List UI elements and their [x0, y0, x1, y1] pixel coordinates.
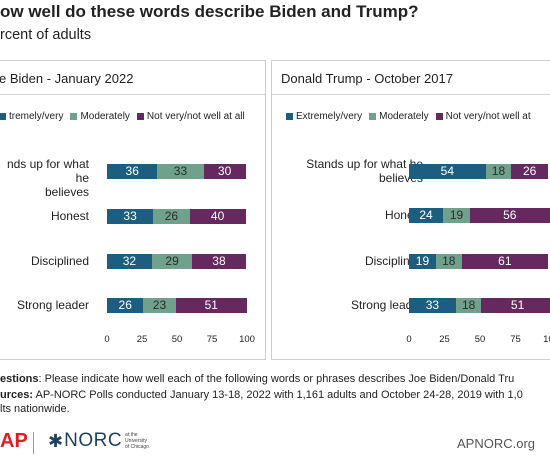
bar-segment-moderately: 18 [455, 298, 482, 313]
legend-item-not-well: Not very/not well at all [136, 111, 245, 122]
category-label-line: believes [44, 185, 89, 199]
category-label: Strong leader [351, 298, 423, 312]
bar-segment-moderately: 29 [151, 254, 193, 269]
x-tick-label: 0 [406, 334, 412, 345]
category-label: Stands up for what he believes [306, 157, 423, 185]
website-link[interactable]: APNORC.org [457, 436, 536, 451]
legend-item-not-well: Not very/not well at [435, 111, 531, 122]
questions-text: : Please indicate how well each of the f… [38, 373, 515, 385]
legend-item-moderately: Moderately [369, 111, 429, 122]
trump-panel: Donald Trump - October 2017 Extremely/ve… [271, 60, 550, 360]
legend-label: Not very/not well at [445, 111, 531, 122]
category-label-line: nds up for what he [6, 157, 89, 185]
legend-label: Extremely/very [296, 111, 363, 122]
x-tick-label: 50 [474, 334, 486, 345]
x-tick-label: 25 [439, 334, 450, 345]
category-label: nds up for what he believes [0, 157, 89, 199]
x-tick-label: 25 [136, 334, 148, 345]
bar-segment-extremely: 33 [107, 209, 154, 224]
norc-star-icon: ✱ [48, 430, 64, 451]
bar-segment-extremely: 33 [409, 298, 456, 313]
chart-subtitle: rcent of adults [0, 27, 92, 43]
biden-panel: e Biden - January 2022 tremely/very Mode… [0, 60, 266, 360]
legend-swatch [70, 113, 78, 120]
ap-logo: AP [0, 430, 28, 452]
category-label-line: Disciplined [364, 254, 423, 268]
bar-segment-not-well: 61 [461, 254, 549, 269]
category-label-line: Honest [50, 209, 89, 223]
category-label: Disciplined [31, 254, 89, 268]
category-label-line: Stands up for what he [306, 157, 423, 171]
category-label: Disciplined [365, 254, 423, 268]
legend-label: tremely/very [9, 111, 64, 122]
bar-segment-moderately: 26 [153, 209, 190, 224]
norc-sub-2: University [125, 438, 147, 444]
x-tick-label: 100 [239, 334, 255, 345]
x-tick-label: 50 [171, 334, 183, 345]
category-label: Honest [51, 209, 89, 223]
bar-segment-extremely: 32 [107, 254, 152, 269]
panel-divider [0, 94, 265, 95]
chart-title: ow well do these words describe Biden an… [0, 2, 419, 21]
questions-label: estions [0, 373, 39, 385]
norc-sub-3: of Chicago [125, 444, 149, 450]
bar-segment-not-well: 38 [192, 254, 246, 269]
sources-text-2: lts nationwide. [0, 403, 70, 415]
bar-segment-extremely: 26 [107, 298, 144, 313]
bar-segment-not-well: 51 [175, 298, 247, 313]
legend-swatch [369, 113, 377, 120]
legend-label: Moderately [379, 111, 429, 122]
sources-text: AP-NORC Polls conducted January 13-18, 2… [33, 389, 523, 401]
legend-item-moderately: Moderately [70, 111, 130, 122]
legend-label: Not very/not well at all [146, 111, 245, 122]
x-tick-label: 100 [543, 334, 550, 345]
bar-segment-not-well: 51 [481, 298, 550, 313]
bar-segment-extremely: 19 [409, 254, 436, 269]
norc-university-tag: at the University of Chicago [125, 432, 149, 450]
trump-legend: Extremely/very Moderately Not very/not w… [286, 111, 538, 122]
bar-segment-moderately: 23 [143, 298, 176, 313]
bar-segment-moderately: 33 [157, 164, 204, 179]
sources-label: urces: [0, 389, 34, 401]
legend-item-extremely: tremely/very [0, 111, 63, 122]
bar-segment-not-well: 26 [511, 164, 549, 179]
bar-segment-moderately: 18 [485, 164, 512, 179]
bar-segment-not-well: 56 [470, 208, 550, 223]
legend-label: Moderately [80, 111, 130, 122]
category-label-line: believes [378, 171, 423, 185]
legend-item-extremely: Extremely/very [286, 111, 362, 122]
bar-segment-not-well: 40 [189, 209, 246, 224]
x-tick-label: 75 [510, 334, 521, 345]
legend-swatch [286, 113, 293, 120]
bar-segment-extremely: 54 [409, 164, 486, 179]
questions-note: estions: Please indicate how well each o… [0, 372, 514, 386]
bar-segment-not-well: 30 [203, 164, 246, 179]
category-label-line: Strong leader [350, 298, 423, 312]
bar-segment-moderately: 19 [443, 208, 471, 223]
x-tick-label: 0 [104, 334, 110, 345]
norc-wordmark: NORC [64, 430, 123, 451]
biden-panel-title: e Biden - January 2022 [0, 71, 134, 86]
bar-segment-moderately: 18 [435, 254, 462, 269]
trump-panel-title: Donald Trump - October 2017 [281, 71, 453, 86]
category-label-line: Strong leader [16, 298, 89, 312]
bar-segment-extremely: 36 [107, 164, 158, 179]
bar-segment-extremely: 24 [409, 208, 444, 223]
legend-swatch [435, 113, 443, 120]
logo-divider [33, 432, 34, 454]
x-tick-label: 75 [206, 334, 218, 345]
biden-legend: tremely/very Moderately Not very/not wel… [0, 111, 252, 122]
category-label: Strong leader [17, 298, 89, 312]
sources-note-line2: lts nationwide. [0, 402, 70, 416]
legend-swatch [0, 113, 6, 120]
norc-sub-1: at the [125, 432, 138, 438]
legend-swatch [136, 113, 144, 120]
category-label-line: Disciplined [30, 254, 89, 268]
panel-divider [272, 94, 550, 95]
sources-note: urces: AP-NORC Polls conducted January 1… [0, 388, 523, 402]
norc-logo: ✱ NORC at the University of Chicago [48, 430, 149, 452]
